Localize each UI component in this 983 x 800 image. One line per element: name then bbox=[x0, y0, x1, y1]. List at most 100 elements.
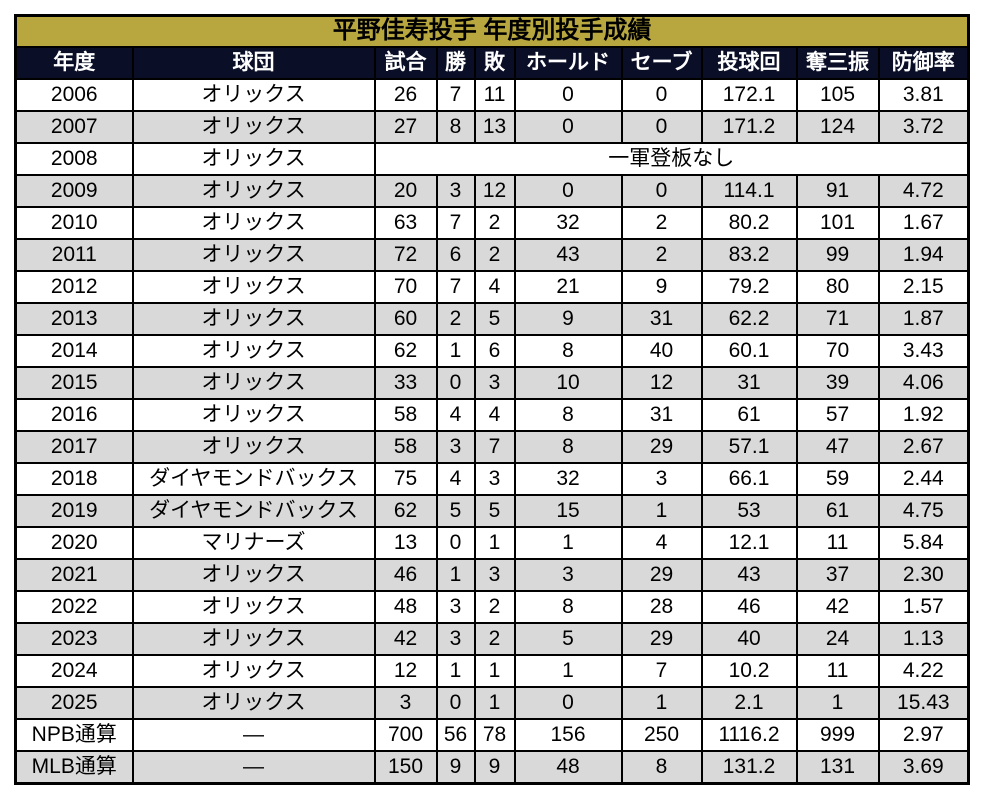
table-row: 2007 オリックス 27 8 13 0 0 171.2 124 3.72 bbox=[14, 110, 970, 144]
year-cell: 2008 bbox=[14, 142, 134, 176]
stat-cell: 62.2 bbox=[700, 302, 798, 336]
stat-cell: 4.75 bbox=[877, 494, 970, 528]
stat-cell: 10 bbox=[513, 366, 623, 400]
stat-cell: 31 bbox=[620, 302, 703, 336]
table-row: 2008 オリックス 一軍登板なし bbox=[14, 142, 970, 176]
team-cell: オリックス bbox=[131, 110, 376, 144]
team-cell: オリックス bbox=[131, 590, 376, 624]
year-cell: 2024 bbox=[14, 654, 134, 688]
year-cell: 2010 bbox=[14, 206, 134, 240]
team-cell: オリックス bbox=[131, 558, 376, 592]
stat-cell: 5 bbox=[513, 622, 623, 656]
stat-cell: 1.57 bbox=[877, 590, 970, 624]
stat-cell: 101 bbox=[795, 206, 880, 240]
table-row: MLB通算 ― 150 9 9 48 8 131.2 131 3.69 bbox=[14, 750, 970, 785]
stat-cell: 5 bbox=[473, 494, 516, 528]
stat-cell: 4 bbox=[620, 526, 703, 560]
team-cell: オリックス bbox=[131, 142, 376, 176]
team-cell: オリックス bbox=[131, 398, 376, 432]
stat-cell: 91 bbox=[795, 174, 880, 208]
stat-cell: 39 bbox=[795, 366, 880, 400]
stat-cell: 10.2 bbox=[700, 654, 798, 688]
stat-cell: 0 bbox=[435, 366, 476, 400]
column-header: セーブ bbox=[620, 46, 703, 80]
stat-cell: 42 bbox=[373, 622, 438, 656]
table-row: 2015 オリックス 33 0 3 10 12 31 39 4.06 bbox=[14, 366, 970, 400]
stat-cell: 2 bbox=[620, 238, 703, 272]
stat-cell: 33 bbox=[373, 366, 438, 400]
table-row: 2013 オリックス 60 2 5 9 31 62.2 71 1.87 bbox=[14, 302, 970, 336]
stat-cell: 60.1 bbox=[700, 334, 798, 368]
year-cell: 2020 bbox=[14, 526, 134, 560]
stat-cell: 4 bbox=[473, 270, 516, 304]
team-cell: オリックス bbox=[131, 430, 376, 464]
stat-cell: 61 bbox=[795, 494, 880, 528]
stat-cell: 42 bbox=[795, 590, 880, 624]
stat-cell: 12.1 bbox=[700, 526, 798, 560]
table-row: 2022 オリックス 48 3 2 8 28 46 42 1.57 bbox=[14, 590, 970, 624]
stat-cell: 24 bbox=[795, 622, 880, 656]
stat-cell: 32 bbox=[513, 206, 623, 240]
stat-cell: 58 bbox=[373, 430, 438, 464]
stat-cell: 70 bbox=[795, 334, 880, 368]
stat-cell: 47 bbox=[795, 430, 880, 464]
stat-cell: 1.67 bbox=[877, 206, 970, 240]
stat-cell: 57.1 bbox=[700, 430, 798, 464]
stat-cell: 8 bbox=[513, 430, 623, 464]
team-cell: マリナーズ bbox=[131, 526, 376, 560]
team-cell: オリックス bbox=[131, 206, 376, 240]
team-cell: オリックス bbox=[131, 174, 376, 208]
table-row: 2014 オリックス 62 1 6 8 40 60.1 70 3.43 bbox=[14, 334, 970, 368]
stat-cell: 15 bbox=[513, 494, 623, 528]
team-cell: ― bbox=[131, 718, 376, 752]
stat-cell: 40 bbox=[620, 334, 703, 368]
year-cell: MLB通算 bbox=[14, 750, 134, 785]
table-row: 2011 オリックス 72 6 2 43 2 83.2 99 1.94 bbox=[14, 238, 970, 272]
team-cell: オリックス bbox=[131, 366, 376, 400]
stat-cell: 1 bbox=[620, 686, 703, 720]
stat-cell: 3 bbox=[473, 558, 516, 592]
stat-cell: 4 bbox=[435, 398, 476, 432]
stat-cell: 9 bbox=[435, 750, 476, 785]
stat-cell: 62 bbox=[373, 494, 438, 528]
stat-cell: 700 bbox=[373, 718, 438, 752]
year-cell: 2017 bbox=[14, 430, 134, 464]
stat-cell: 40 bbox=[700, 622, 798, 656]
stat-cell: 1.87 bbox=[877, 302, 970, 336]
stat-cell: 48 bbox=[373, 590, 438, 624]
stat-cell: 1 bbox=[620, 494, 703, 528]
stat-cell: 37 bbox=[795, 558, 880, 592]
stat-cell: 1 bbox=[795, 686, 880, 720]
stat-cell: 250 bbox=[620, 718, 703, 752]
header-row: 年度 球団 試合勝敗ホールド セーブ 投球回 奪三振 防御率 bbox=[14, 46, 970, 80]
year-cell: 2011 bbox=[14, 238, 134, 272]
stat-cell: 5.84 bbox=[877, 526, 970, 560]
stat-cell: 0 bbox=[435, 686, 476, 720]
stat-cell: 46 bbox=[373, 558, 438, 592]
stat-cell: 4.22 bbox=[877, 654, 970, 688]
stat-cell: 9 bbox=[473, 750, 516, 785]
stat-cell: 6 bbox=[435, 238, 476, 272]
column-header: 勝 bbox=[435, 46, 476, 80]
stat-cell: 8 bbox=[513, 334, 623, 368]
stat-cell: 12 bbox=[620, 366, 703, 400]
stat-cell: 72 bbox=[373, 238, 438, 272]
team-cell: オリックス bbox=[131, 238, 376, 272]
stat-cell: 12 bbox=[373, 654, 438, 688]
stat-cell: 0 bbox=[620, 174, 703, 208]
stat-cell: 4 bbox=[473, 398, 516, 432]
stat-cell: 80 bbox=[795, 270, 880, 304]
stat-cell: 3 bbox=[435, 430, 476, 464]
stat-cell: 999 bbox=[795, 718, 880, 752]
stat-cell: 29 bbox=[620, 558, 703, 592]
stat-cell: 172.1 bbox=[700, 78, 798, 112]
stat-cell: 6 bbox=[473, 334, 516, 368]
stat-cell: 156 bbox=[513, 718, 623, 752]
stat-cell: 48 bbox=[513, 750, 623, 785]
column-header: ホールド bbox=[513, 46, 623, 80]
stat-cell: 1.92 bbox=[877, 398, 970, 432]
stat-cell: 3.69 bbox=[877, 750, 970, 785]
stat-cell: 2 bbox=[473, 206, 516, 240]
stat-cell: 56 bbox=[435, 718, 476, 752]
stat-cell: 2.15 bbox=[877, 270, 970, 304]
